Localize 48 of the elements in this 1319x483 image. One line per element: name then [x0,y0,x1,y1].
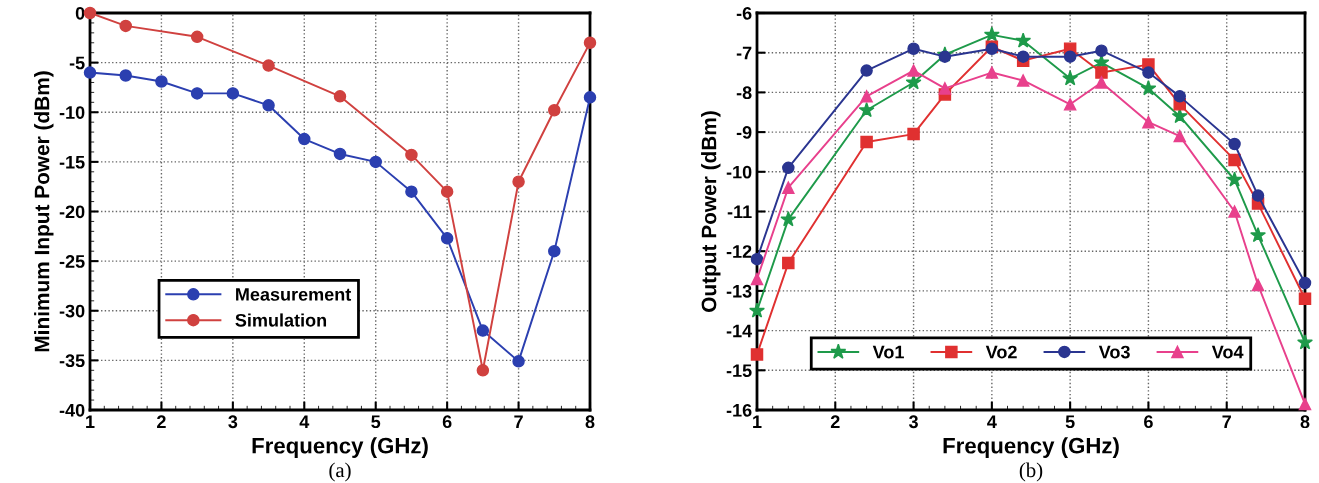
x-tick-label: 2 [157,415,166,428]
x-tick-label: 3 [228,415,238,429]
x-tick-label: 2 [830,415,840,428]
y-tick-label: -30 [59,304,85,318]
x-tick-label: 7 [514,415,523,428]
x-tick-label: 1 [753,415,762,428]
legend-label: Simulation [235,313,327,327]
y-tick-label: -13 [726,284,752,298]
y-tick-label: -15 [726,364,752,378]
x-tick-label: 6 [442,415,452,429]
legend-label: Vo4 [1211,345,1244,359]
x-tick-label: 5 [1065,415,1075,429]
y-tick-label: -35 [59,354,85,368]
x-tick-label: 4 [299,415,310,428]
x-tick-label: 1 [86,415,95,428]
y-tick-label: 0 [75,6,85,20]
y-tick-label: -5 [69,56,85,70]
legend-label: Vo3 [1098,345,1130,359]
y-tick-label: -9 [736,126,752,139]
y-axis-title: Minimum Input Power (dBm) [34,71,54,352]
y-tick-label: -14 [726,324,753,338]
legend-label: Measurement [236,288,352,301]
x-tick-label: 5 [371,415,381,429]
text: (b) [1019,462,1043,482]
y-tick-label: -7 [736,46,752,60]
y-tick-label: -20 [59,205,85,219]
legend-label: Vo1 [872,345,904,359]
y-tick-label: -10 [726,165,752,179]
text: (a) [329,462,351,482]
x-axis-title: Frequency (GHz) [943,437,1119,458]
x-tick-label: 6 [1144,415,1153,429]
legend-label: Vo2 [985,345,1017,359]
x-tick-label: 8 [585,415,595,429]
y-tick-label: -40 [59,403,85,417]
y-tick-label: -16 [726,403,752,417]
y-tick-label: -12 [726,245,752,258]
x-tick-label: 8 [1300,415,1310,429]
x-axis-title: Frequency (GHz) [252,437,428,458]
y-tick-label: -8 [736,86,752,100]
x-tick-label: 7 [1222,415,1231,428]
y-axis-title: Output Power (dBm) [701,111,721,312]
y-tick-label: -11 [727,205,752,219]
y-tick-label: -15 [59,156,85,169]
y-tick-label: -6 [736,6,752,20]
x-tick-label: 3 [908,415,918,429]
y-tick-label: -25 [59,255,85,268]
x-tick-label: 4 [987,415,997,428]
y-tick-label: -10 [59,106,85,119]
